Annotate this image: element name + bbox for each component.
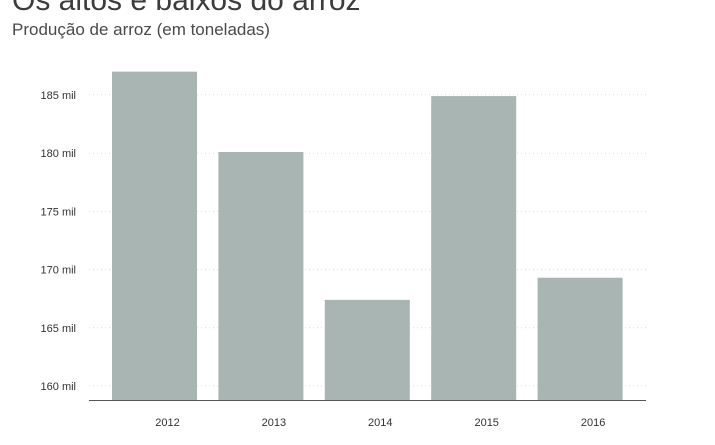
y-tick-label: 160 mil [41,381,76,393]
y-tick-label: 170 mil [41,265,76,277]
x-tick-label: 2013 [262,417,286,429]
bar-2013 [218,151,304,400]
y-tick-label: 185 mil [41,90,76,102]
x-tick-label: 2012 [155,417,179,429]
bars [112,71,623,401]
x-axis-ticks: 2012 2013 2014 2015 2016 [155,417,605,429]
bar-2015 [431,96,517,401]
bar-2012 [112,71,197,401]
x-tick-label: 2015 [474,417,498,429]
x-tick-label: 2014 [368,417,392,429]
x-tick-label: 2016 [581,417,605,429]
bar-2016 [537,277,623,400]
y-tick-label: 180 mil [41,148,76,160]
bar-2014 [324,299,410,400]
y-axis-ticks: 160 mil 165 mil 170 mil 175 mil 180 mil 185 m… [41,90,76,393]
chart-title: Os altos e baixos do arroz [12,0,361,17]
chart-subtitle: Produção de arroz (em toneladas) [12,20,270,39]
y-tick-label: 175 mil [41,206,76,218]
y-tick-label: 165 mil [41,323,76,335]
